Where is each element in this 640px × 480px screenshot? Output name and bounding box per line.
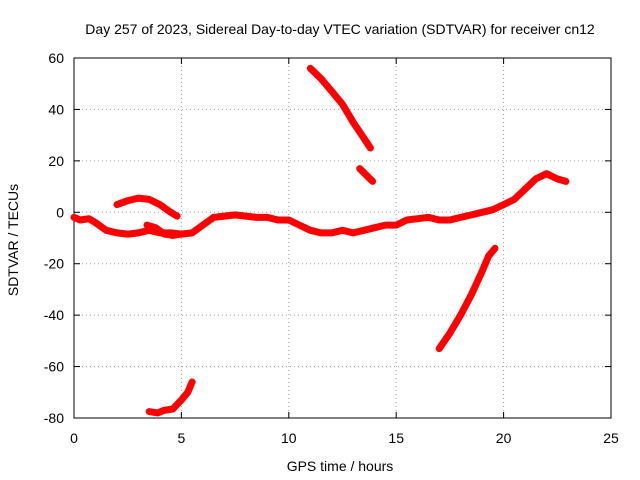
y-tick-label: 40 <box>48 101 64 117</box>
y-tick-label: -40 <box>44 307 64 323</box>
x-tick-label: 15 <box>388 430 404 446</box>
series-bottom-arc <box>145 378 196 417</box>
series-high-descend <box>306 64 374 152</box>
x-tick-label: 25 <box>603 430 619 446</box>
y-axis-label: SDTVAR / TECUs <box>5 184 21 296</box>
series-layer <box>70 64 570 417</box>
y-tick-label: -80 <box>44 410 64 426</box>
series-low-ascend <box>435 244 499 353</box>
grid-layer <box>74 58 611 418</box>
series-dip <box>143 221 185 239</box>
plot-frame <box>73 57 612 419</box>
x-tick-label: 20 <box>496 430 512 446</box>
x-tick-label: 5 <box>178 430 186 446</box>
x-tick-label: 0 <box>70 430 78 446</box>
y-tick-label: -60 <box>44 359 64 375</box>
y-tick-label: 60 <box>48 50 64 66</box>
y-tick-label: -20 <box>44 256 64 272</box>
chart-title: Day 257 of 2023, Sidereal Day-to-day VTE… <box>85 21 595 37</box>
series-hump <box>113 194 181 220</box>
series-main <box>70 170 570 238</box>
y-tick-label: 0 <box>56 204 64 220</box>
tick-layer: 0 5 10 15 20 25 -80 -60 -40 -20 0 20 40 60 <box>44 50 619 446</box>
x-tick-label: 10 <box>281 430 297 446</box>
series-short-segment <box>356 165 377 185</box>
x-axis-label: GPS time / hours <box>287 458 394 474</box>
y-tick-label: 20 <box>48 153 64 169</box>
